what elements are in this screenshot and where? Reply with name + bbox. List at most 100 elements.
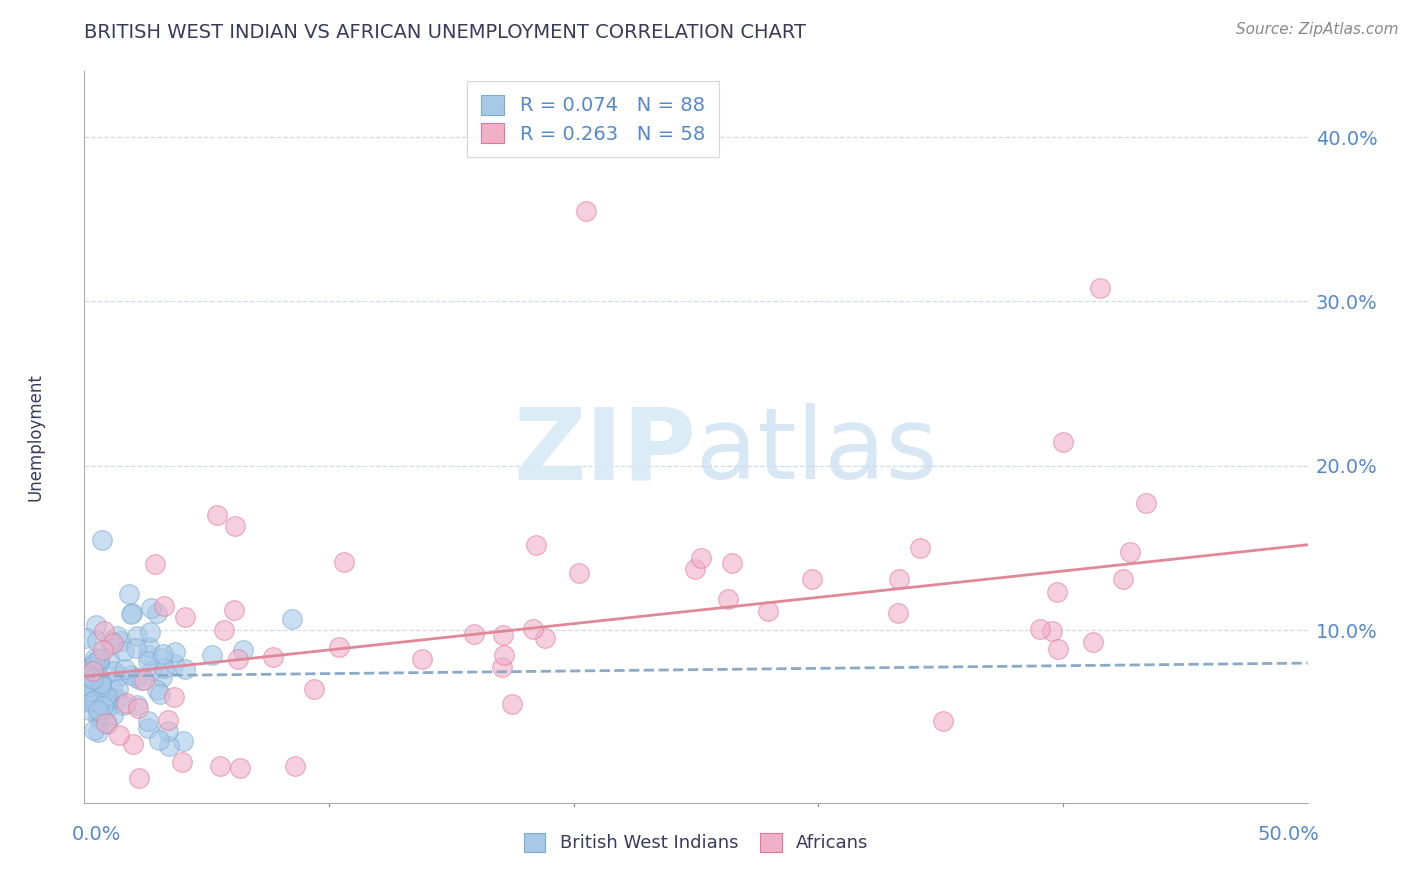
- Point: [82, 659, 104, 673]
- Point: [491, 659, 513, 673]
- Point: [114, 696, 136, 710]
- Point: [138, 640, 160, 655]
- Point: [262, 649, 284, 664]
- Text: Source: ZipAtlas.com: Source: ZipAtlas.com: [1236, 22, 1399, 37]
- Point: [522, 622, 544, 636]
- Point: [86, 703, 108, 717]
- Point: [889, 572, 911, 586]
- Point: [174, 661, 197, 675]
- Point: [120, 607, 142, 621]
- Point: [141, 663, 163, 677]
- Point: [226, 651, 249, 665]
- Point: [101, 681, 124, 696]
- Point: [108, 728, 131, 742]
- Point: [91, 643, 114, 657]
- Point: [200, 648, 222, 662]
- Point: [100, 638, 122, 652]
- Point: [887, 606, 910, 620]
- Point: [690, 550, 713, 565]
- Point: [127, 701, 149, 715]
- Point: [568, 566, 591, 580]
- Point: [112, 643, 135, 657]
- Point: [97, 699, 120, 714]
- Point: [214, 623, 236, 637]
- Point: [494, 648, 516, 662]
- Text: atlas: atlas: [696, 403, 938, 500]
- Text: BRITISH WEST INDIAN VS AFRICAN UNEMPLOYMENT CORRELATION CHART: BRITISH WEST INDIAN VS AFRICAN UNEMPLOYM…: [84, 23, 807, 42]
- Point: [148, 733, 170, 747]
- Point: [908, 541, 931, 556]
- Point: [232, 643, 254, 657]
- Point: [103, 707, 125, 722]
- Point: [1040, 624, 1063, 639]
- Point: [152, 648, 174, 662]
- Point: [152, 661, 174, 675]
- Point: [332, 555, 354, 569]
- Point: [91, 698, 114, 713]
- Point: [1083, 635, 1105, 649]
- Point: [79, 689, 101, 703]
- Point: [91, 533, 114, 547]
- Point: [90, 708, 112, 723]
- Point: [87, 709, 110, 723]
- Point: [1135, 496, 1157, 510]
- Point: [96, 717, 118, 731]
- Point: [96, 700, 118, 714]
- Point: [77, 703, 100, 717]
- Point: [98, 691, 121, 706]
- Point: [1119, 545, 1142, 559]
- Point: [90, 676, 112, 690]
- Point: [149, 687, 172, 701]
- Point: [801, 572, 824, 586]
- Point: [79, 690, 101, 704]
- Point: [501, 697, 523, 711]
- Point: [84, 651, 107, 665]
- Point: [90, 680, 112, 694]
- Point: [114, 662, 136, 676]
- Point: [136, 648, 159, 662]
- Point: [118, 587, 141, 601]
- Point: [103, 664, 125, 678]
- Point: [721, 556, 744, 570]
- Point: [108, 669, 131, 683]
- Point: [150, 650, 173, 665]
- Point: [156, 713, 179, 727]
- Point: [222, 603, 245, 617]
- Point: [1029, 622, 1052, 636]
- Point: [139, 624, 162, 639]
- Point: [91, 714, 114, 728]
- Point: [93, 624, 115, 639]
- Point: [82, 673, 104, 687]
- Point: [146, 607, 169, 621]
- Point: [524, 538, 547, 552]
- Point: [174, 610, 197, 624]
- Point: [165, 645, 187, 659]
- Point: [86, 617, 108, 632]
- Point: [87, 656, 110, 670]
- Point: [96, 688, 118, 702]
- Point: [82, 664, 104, 678]
- Point: [1052, 435, 1074, 450]
- Point: [932, 714, 955, 728]
- Point: [91, 684, 114, 698]
- Point: [87, 652, 110, 666]
- Point: [172, 734, 194, 748]
- Point: [82, 694, 104, 708]
- Point: [328, 640, 350, 654]
- Point: [683, 562, 706, 576]
- Point: [1112, 573, 1135, 587]
- Point: [125, 641, 148, 656]
- Point: [105, 692, 128, 706]
- Point: [83, 723, 105, 738]
- Point: [86, 633, 108, 648]
- Point: [122, 737, 145, 751]
- Text: Unemployment: Unemployment: [27, 373, 45, 501]
- Point: [127, 672, 149, 686]
- Point: [75, 631, 97, 645]
- Point: [112, 698, 135, 713]
- Point: [110, 634, 132, 648]
- Point: [284, 758, 307, 772]
- Point: [229, 761, 252, 775]
- Point: [302, 681, 325, 696]
- Point: [1088, 281, 1111, 295]
